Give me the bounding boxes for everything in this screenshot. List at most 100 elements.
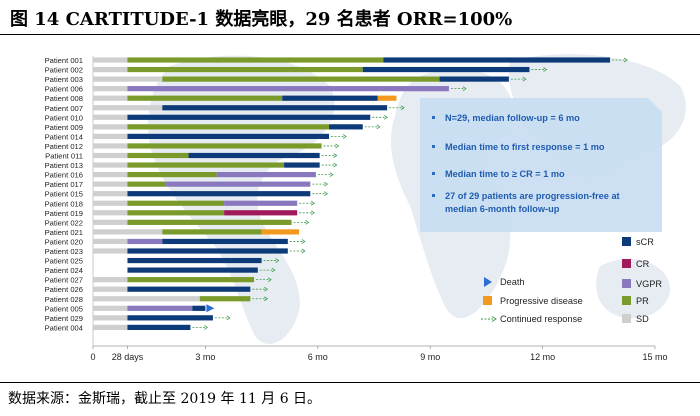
arrow-head: [335, 143, 340, 149]
continued-response-arrow: [252, 296, 269, 302]
patient-row: Patient 019: [45, 209, 315, 218]
patient-row: Patient 023: [45, 247, 306, 256]
patient-row: Patient 009: [45, 123, 381, 132]
patient-row: Patient 008: [45, 94, 397, 103]
response-segment-pr: [127, 200, 225, 206]
arrow-head: [522, 76, 527, 82]
arrow-head: [226, 315, 231, 321]
response-segment-sd: [93, 191, 128, 197]
legend-item-pr: PR: [622, 296, 649, 306]
arrow-head: [305, 220, 310, 225]
patient-label: Patient 029: [45, 314, 83, 323]
response-segment-scr: [127, 191, 311, 197]
bullet-marker: [432, 194, 435, 197]
response-segment-scr: [127, 267, 258, 273]
map-australia: [596, 258, 671, 319]
bullet-marker: [432, 172, 435, 175]
patient-label: Patient 009: [45, 123, 83, 132]
arrow-head: [301, 239, 306, 244]
response-segment-scr: [362, 66, 530, 73]
patient-row: Patient 004: [45, 323, 209, 332]
arrow-head: [310, 210, 315, 216]
death-icon: [484, 277, 492, 287]
figure-title: 图 14 CARTITUDE-1 数据亮眼，29 名患者 ORR=100%: [10, 9, 513, 30]
patient-label: Patient 013: [45, 161, 83, 170]
patient-label: Patient 007: [45, 104, 83, 113]
legend-swatch: [483, 296, 492, 305]
arrow-head: [462, 86, 467, 91]
x-tick-label: 3 mo: [195, 352, 215, 362]
arrow-head: [324, 181, 329, 187]
continued-response-arrow: [317, 172, 334, 177]
summary-bullets: N=29, median follow-up = 6 mo Median time…: [432, 113, 620, 214]
continued-response-arrow: [256, 277, 272, 282]
legend-item-pd: Progressive disease: [483, 296, 583, 306]
patient-label: Patient 014: [45, 132, 83, 141]
patient-label: Patient 021: [45, 228, 83, 237]
arrow-head: [333, 162, 338, 168]
response-segment-scr: [329, 124, 363, 130]
legend-label: Continued response: [500, 314, 582, 324]
patient-label: Patient 016: [45, 171, 83, 180]
arrow-head: [400, 105, 405, 111]
continued-response-arrow: [612, 57, 628, 63]
response-segment-scr: [127, 315, 213, 321]
patient-row: Patient 029: [45, 314, 231, 323]
patient-label: Patient 015: [45, 190, 83, 199]
response-segment-scr: [127, 133, 330, 139]
continued-response-arrow: [289, 239, 306, 244]
response-segment-pr: [127, 172, 217, 178]
continued-response-arrow: [364, 124, 381, 130]
response-segment-sd: [93, 57, 128, 63]
response-segment-pr: [162, 76, 440, 82]
patient-row: Patient 006: [45, 85, 467, 94]
response-segment-scr: [188, 152, 320, 159]
patient-label: Patient 004: [45, 323, 83, 332]
continued-response-arrow: [372, 114, 388, 120]
x-tick-label: 15 mo: [642, 352, 667, 362]
continued-response-arrow: [312, 181, 329, 187]
response-segment-sd: [93, 172, 128, 178]
legend-swatch: [622, 279, 631, 288]
x-tick-label: 0: [90, 352, 95, 362]
response-segment-pr: [127, 152, 189, 159]
response-segment-scr: [127, 248, 288, 254]
response-segment-sd: [93, 200, 128, 206]
response-segment-sd: [93, 305, 128, 311]
response-segment-scr: [127, 257, 262, 264]
response-segment-sd: [93, 296, 200, 302]
response-segment-pr: [127, 66, 363, 73]
continued-response-arrow: [312, 191, 329, 197]
response-segment-sd: [93, 95, 128, 101]
arrow-head: [384, 114, 388, 120]
arrow-head: [623, 57, 628, 63]
legend-swatch: [622, 237, 631, 246]
response-segment-sd: [93, 66, 128, 73]
legend-label: sCR: [636, 237, 654, 247]
arrow-head: [204, 325, 209, 330]
response-segment-vgpr: [127, 305, 193, 311]
patient-row: Patient 028: [45, 295, 269, 304]
arrow-head: [264, 296, 269, 302]
response-segment-scr: [439, 76, 509, 82]
patient-row: Patient 014: [45, 132, 347, 141]
arrow-head: [267, 277, 272, 282]
response-segment-pr: [127, 124, 330, 130]
response-segment-sd: [93, 114, 128, 120]
bottom-rule: [0, 382, 700, 383]
continued-response-arrow: [289, 248, 306, 254]
response-segment-pr: [127, 219, 292, 225]
response-segment-scr: [192, 305, 206, 311]
legend-label: Progressive disease: [500, 296, 583, 306]
patient-label: Patient 023: [45, 247, 83, 256]
response-segment-pr: [199, 296, 251, 302]
continued-response-arrow: [510, 76, 527, 82]
patient-row: Patient 015: [45, 190, 329, 199]
continued-response-arrow: [389, 105, 405, 111]
response-segment-pr: [162, 229, 262, 235]
arrow-head: [301, 248, 306, 254]
arrow-head: [376, 124, 381, 130]
patient-label: Patient 022: [45, 218, 83, 227]
summary-bullet: Median time to first response = 1 mo: [445, 142, 605, 152]
